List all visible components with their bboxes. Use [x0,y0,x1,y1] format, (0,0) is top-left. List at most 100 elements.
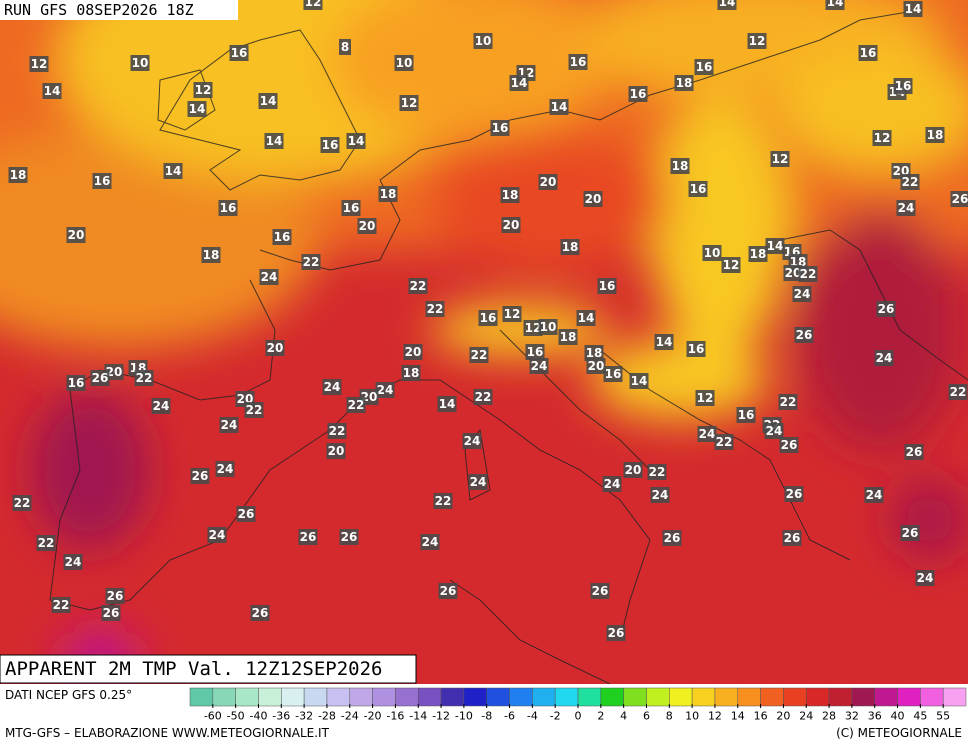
label-box [597,278,617,294]
label-value: 10 [540,320,557,334]
label-value: 26 [906,445,923,459]
colorbar-swatch [532,687,556,707]
label-value: 16 [738,408,755,422]
label-value: 22 [475,390,492,404]
label-value: 12 [749,34,766,48]
colorbar-swatch [646,687,670,707]
label-box [66,227,86,243]
colorbar-swatch [395,687,419,707]
label-value: 14 [44,84,61,98]
label-box [717,0,737,10]
colorbar-tick-label: 20 [776,710,790,723]
label-box [425,301,445,317]
label-value: 20 [267,341,284,355]
label-value: 24 [377,383,394,397]
label-box [721,257,741,273]
label-box [339,39,351,55]
label-value: 14 [656,335,673,349]
label-box [568,54,588,70]
colorbar-tick-label: 40 [891,710,905,723]
colorbar-swatch [600,687,624,707]
colorbar-swatch [326,687,351,707]
label-box [375,382,395,398]
label-box [896,200,916,216]
label-box [151,398,171,414]
label-box [258,93,278,109]
label-box [105,588,125,604]
label-box [403,344,423,360]
label-value: 22 [649,465,666,479]
label-box [623,462,643,478]
label-box [904,444,924,460]
label-box [90,370,110,386]
source-label: DATI NCEP GFS 0.25° [5,688,132,702]
label-box [462,433,482,449]
colorbar-swatch [577,687,602,707]
label-value: 12 [723,258,740,272]
label-value: 22 [471,348,488,362]
label-box [688,181,708,197]
label-box [670,158,690,174]
colorbar-tick-label: 24 [799,710,813,723]
label-box [654,334,674,350]
label-box [779,437,799,453]
label-value: 26 [952,192,968,206]
label-value: 14 [827,0,844,9]
label-value: 16 [605,367,622,381]
label-value: 22 [435,494,452,508]
label-value: 24 [422,535,439,549]
label-value: 10 [132,56,149,70]
label-value: 24 [604,477,621,491]
colorbar-tick-label: -50 [227,710,245,723]
label-box [322,379,342,395]
label-box [523,320,543,336]
label-value: 16 [690,182,707,196]
colorbar-tick-label: -28 [318,710,336,723]
label-value: 14 [165,164,182,178]
label-value: 26 [192,469,209,483]
run-box [0,0,238,20]
colorbar-tick-label: -6 [504,710,515,723]
colorbar-tick-label: 36 [868,710,882,723]
label-value: 24 [65,555,82,569]
label-value: 22 [38,536,55,550]
label-value: 18 [560,330,577,344]
colorbar-tick-label: -60 [204,710,222,723]
colorbar-swatch [509,687,533,707]
label-value: 16 [68,376,85,390]
colorbar-swatch [463,687,487,707]
label-value: 16 [231,46,248,60]
label-value: 22 [716,435,733,449]
label-value: 14 [189,102,206,116]
label-value: 12 [525,321,542,335]
label-box [468,474,488,490]
label-box [303,0,323,10]
colorbar-tick-label: -16 [386,710,404,723]
label-box [501,217,521,233]
label-value: 16 [696,60,713,74]
label-box [36,535,56,551]
colorbar-tick-label: -24 [341,710,359,723]
label-box [438,583,458,599]
label-box [770,151,790,167]
label-value: 24 [470,475,487,489]
label-value: 12 [772,152,789,166]
label-box [509,75,529,91]
colorbar-tick-label: -32 [295,710,313,723]
label-value: 16 [343,201,360,215]
label-box [590,583,610,599]
label-value: 24 [917,571,934,585]
label-value: 24 [153,399,170,413]
label-value: 26 [107,589,124,603]
colorbar-tick-label: -8 [481,710,492,723]
label-value: 26 [786,487,803,501]
label-box [473,33,493,49]
label-value: 22 [902,175,919,189]
label-box [346,133,366,149]
label-box [134,370,154,386]
label-box [584,345,604,361]
label-value: 20 [359,219,376,233]
colorbar-swatch [212,687,236,707]
